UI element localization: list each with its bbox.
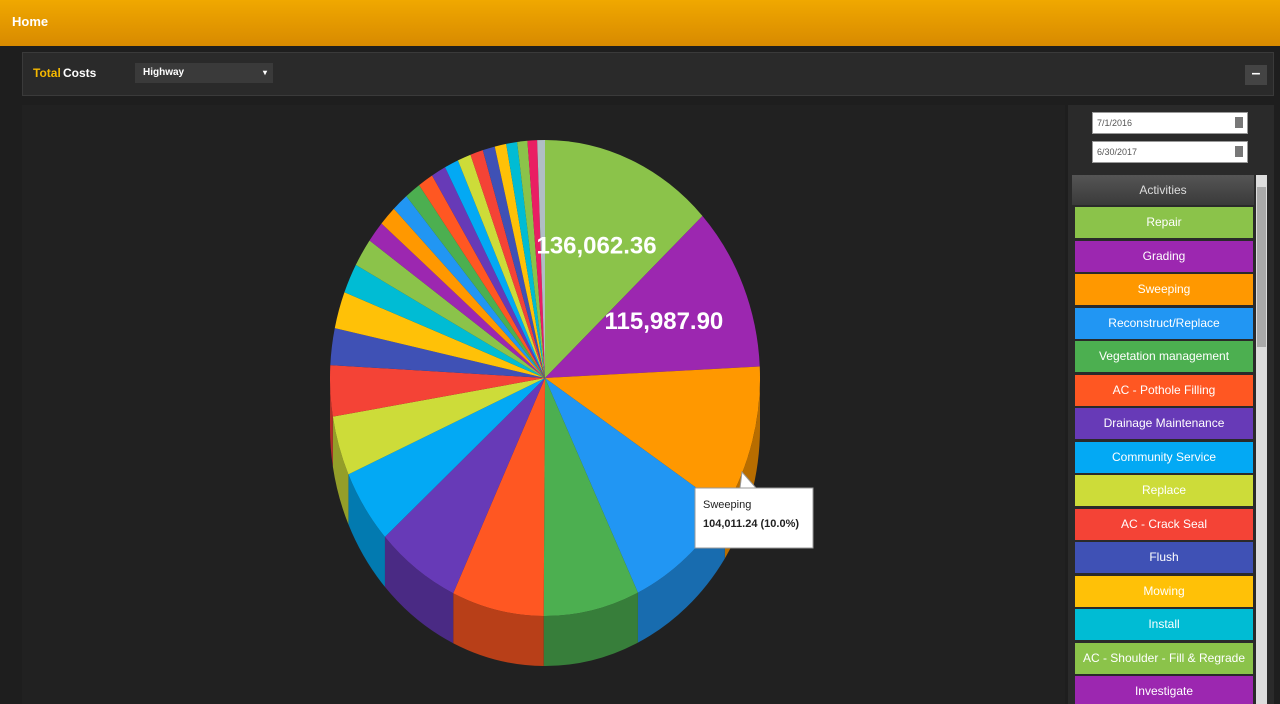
slice [419,175,545,378]
slice [406,185,545,378]
dropdown[interactable]: Highway [135,63,273,83]
slice [543,378,638,616]
slice [445,160,545,378]
slice [334,292,545,378]
slice [344,264,545,378]
slice [482,146,545,378]
legend-item[interactable]: Reconstruct/Replace [1075,307,1253,339]
legend-item[interactable]: Mowing [1075,575,1253,607]
slice [527,140,545,378]
slice [330,365,545,417]
slice [537,140,545,378]
slice [470,150,545,378]
legend-item[interactable]: Community Service [1075,441,1253,473]
date-to[interactable]: 6/30/2017 [1092,141,1248,163]
scroll-thumb[interactable] [1257,187,1266,347]
slice [457,154,545,378]
slice [545,378,725,593]
pie-chart: 136,062.36 115,987.90 Sweeping 104,011.24 (… [330,140,814,666]
side-panel: 7/1/2016 6/30/2017 Activities Repair Grad… [1068,105,1274,704]
slice [545,140,703,378]
legend-item[interactable]: AC - Pothole Filling [1075,374,1253,406]
slice-side [384,536,454,644]
title: Costs [63,66,97,80]
activities-list: Repair Grading Sweeping Reconstruct/Replace… [1075,207,1253,704]
slice [432,167,545,378]
slice [330,328,545,378]
slice [545,366,761,509]
tooltip: Sweeping 104,011.24 (10.0%) [694,470,814,549]
slice [517,140,545,378]
slice [384,378,545,594]
legend-item[interactable]: Sweeping [1075,274,1253,305]
legend-item[interactable]: Replace [1075,475,1253,506]
slice [545,215,760,378]
top-bar: Home [0,0,1280,46]
legend-item[interactable]: Install [1075,609,1253,640]
scrollbar[interactable] [1256,175,1267,704]
slice-side [348,474,385,587]
slice [369,223,545,378]
toolbar: Total Costs Highway – [22,52,1274,96]
legend-item[interactable]: Grading [1075,240,1253,272]
slice-side [332,416,349,525]
legend-item[interactable]: Drainage Maintenance [1075,408,1253,439]
legend-item[interactable]: AC - Shoulder - Fill & Regrade [1075,642,1253,674]
slice [381,208,545,378]
slice [453,378,545,616]
slice-side [543,592,638,666]
data-label: 136,062.36 [536,232,656,259]
tooltip-box [694,470,814,549]
legend-item[interactable]: Vegetation management [1075,341,1253,372]
slice [494,143,545,378]
tooltip-value: 104,011.24 (10.0%) [703,518,799,530]
tooltip-title: Sweeping [703,499,751,511]
legend-item[interactable]: Flush [1075,542,1253,573]
collapse-button[interactable]: – [1245,65,1267,85]
data-label: 115,987.90 [604,308,723,335]
legend-item[interactable]: Investigate [1075,676,1253,704]
legend-item[interactable]: AC - Crack Seal [1075,508,1253,540]
slice [393,196,545,378]
date-from[interactable]: 7/1/2016 [1092,112,1248,134]
activities-header: Activities [1072,175,1254,205]
slice [355,240,545,378]
title-prefix: Total [33,66,61,80]
slice [332,378,545,475]
slice-side [453,593,544,666]
slice [506,142,545,378]
nav-home[interactable]: Home [12,14,49,29]
slice [348,378,545,537]
legend-item[interactable]: Repair [1075,207,1253,238]
slice-side [330,378,333,467]
